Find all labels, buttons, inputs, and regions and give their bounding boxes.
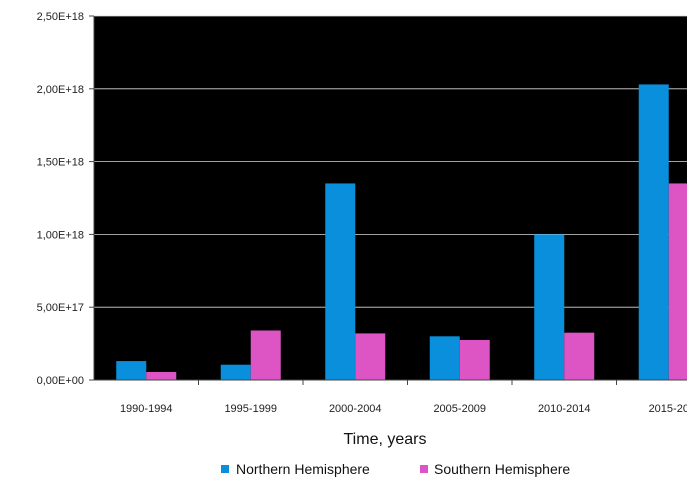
bar-southern-1995-1999 [250, 330, 281, 380]
y-tick-label: 5,00E+17 [37, 302, 84, 314]
legend-swatch [420, 465, 428, 473]
bar-southern-1990-1994 [146, 371, 177, 380]
x-axis-ticks: 1990-1994 1995-1999 2000-2004 2005-2009 2010… [120, 380, 687, 415]
x-tick-label: 2010-2014 [538, 403, 591, 415]
bar-southern-2000-2004 [355, 333, 386, 380]
y-tick-label: 0,00E+00 [37, 375, 84, 387]
x-tick-label: 2015-20 [649, 403, 687, 415]
gridlines [89, 15, 687, 381]
bars [93, 16, 687, 381]
y-axis-ticks: 0,00E+00 5,00E+17 1,00E+18 1,50E+18 2,00E+18… [37, 11, 84, 387]
y-tick-label: 2,50E+18 [37, 11, 84, 23]
bar-northern-1990-1994 [116, 361, 147, 380]
bar-northern-2010-2014 [534, 234, 565, 380]
bar-southern-2005-2009 [459, 339, 490, 380]
bar-southern-2010-2014 [564, 332, 595, 380]
x-tick-label: 1990-1994 [120, 403, 173, 415]
legend-swatch [221, 465, 229, 473]
bar-northern-2000-2004 [325, 183, 356, 380]
y-tick-label: 2,00E+18 [37, 84, 84, 96]
x-tick-label: 1995-1999 [224, 403, 277, 415]
plot-area [94, 16, 687, 380]
y-tick-label: 1,50E+18 [37, 157, 84, 169]
y-tick-label: 1,00E+18 [37, 229, 84, 241]
legend-label: Southern Hemisphere [434, 461, 570, 477]
bar-northern-1995-1999 [220, 364, 251, 380]
bar-southern-2015-20 [668, 183, 687, 380]
x-axis-label: Time, years [344, 431, 427, 448]
bar-northern-2015-20 [638, 84, 669, 380]
x-tick-label: 2000-2004 [329, 403, 382, 415]
legend-label: Northern Hemisphere [236, 461, 370, 477]
x-tick-label: 2005-2009 [433, 403, 486, 415]
bar-northern-2005-2009 [429, 336, 460, 380]
legend: Northern Hemisphere Southern Hemisphere [221, 461, 570, 477]
